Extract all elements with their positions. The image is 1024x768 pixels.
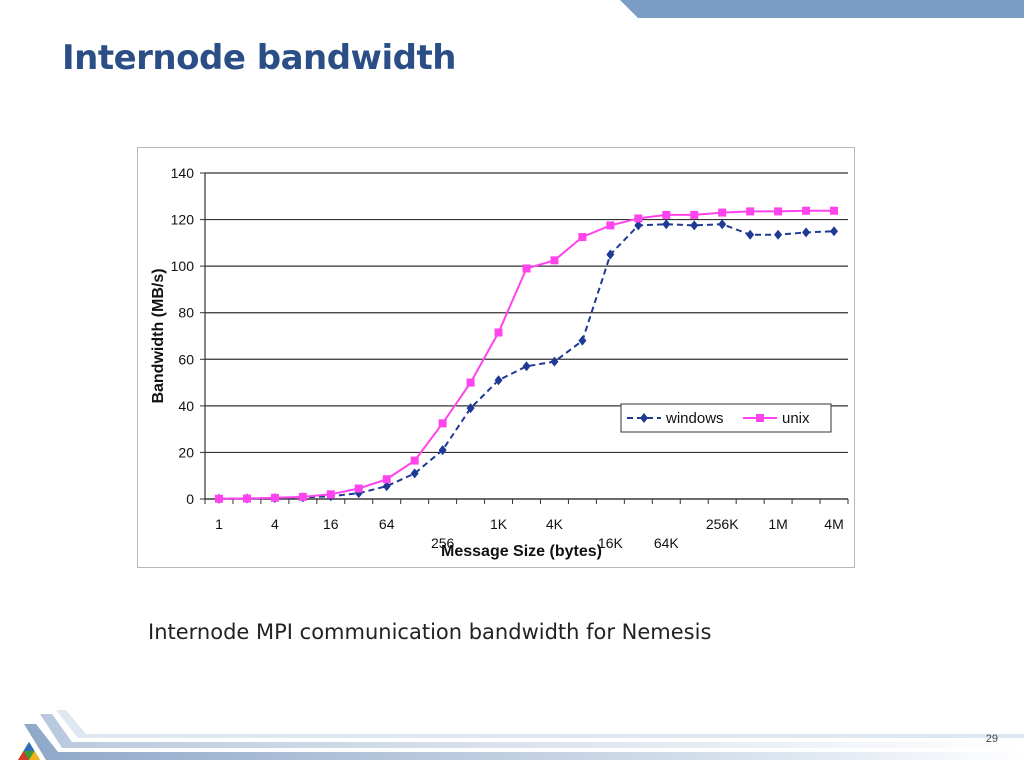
x-tick-label-256: 256 bbox=[431, 535, 455, 551]
x-tick-label-64K: 64K bbox=[654, 535, 680, 551]
bandwidth-line-chart: 0 20 40 60 80 100 120 140 1 4 16 64 256 1K 4K 16K 64K 256… bbox=[150, 165, 849, 560]
logo-triangle-icon bbox=[18, 742, 40, 760]
data-point-windows bbox=[578, 335, 587, 346]
data-point-unix bbox=[270, 493, 279, 502]
legend-label-windows: windows bbox=[665, 410, 724, 427]
data-point-windows bbox=[718, 219, 727, 230]
x-tick-label-256K: 256K bbox=[706, 516, 739, 532]
data-point-unix bbox=[662, 210, 671, 219]
x-tick-label-16: 16 bbox=[323, 516, 339, 532]
x-tick-label-4M: 4M bbox=[824, 516, 843, 532]
series-line-windows bbox=[218, 223, 835, 500]
series-line-unix bbox=[218, 209, 834, 500]
data-point-windows bbox=[606, 249, 615, 260]
data-point-windows bbox=[466, 403, 475, 414]
page-number: 29 bbox=[985, 733, 998, 745]
y-tick-label-100: 100 bbox=[171, 258, 195, 274]
data-point-windows bbox=[690, 220, 699, 231]
data-point-unix bbox=[718, 208, 727, 217]
data-point-windows bbox=[746, 229, 755, 240]
data-point-windows bbox=[634, 220, 643, 231]
y-tick-label-40: 40 bbox=[178, 398, 194, 414]
data-point-unix bbox=[354, 484, 363, 493]
data-point-unix bbox=[550, 256, 559, 265]
x-axis-title: Message Size (bytes) bbox=[441, 543, 602, 560]
data-point-unix bbox=[774, 207, 783, 216]
data-point-unix bbox=[466, 378, 475, 387]
data-point-windows bbox=[522, 361, 531, 372]
data-point-unix bbox=[802, 206, 811, 215]
data-point-windows bbox=[550, 356, 559, 367]
slide-title: Internode bandwidth bbox=[62, 38, 456, 78]
legend-box bbox=[620, 403, 832, 433]
data-point-unix bbox=[690, 210, 699, 219]
data-point-unix bbox=[438, 419, 447, 428]
data-point-windows bbox=[410, 468, 419, 479]
x-tick-label-1K: 1K bbox=[490, 516, 508, 532]
y-tick-label-60: 60 bbox=[178, 351, 194, 367]
data-point-windows bbox=[382, 481, 391, 492]
data-point-windows bbox=[438, 445, 447, 456]
data-point-unix bbox=[634, 214, 643, 223]
bottom-decorative-swoosh bbox=[18, 710, 1024, 760]
y-tick-label-80: 80 bbox=[178, 305, 194, 321]
data-point-unix bbox=[214, 494, 223, 503]
data-point-unix bbox=[746, 207, 755, 216]
data-point-unix bbox=[606, 221, 615, 230]
data-point-windows bbox=[830, 226, 839, 237]
chart-frame: 0 20 40 60 80 100 120 140 1 4 16 64 256 1K 4K 16K 64K 256… bbox=[137, 147, 855, 568]
data-point-unix bbox=[522, 264, 531, 273]
x-tick-label-64: 64 bbox=[379, 516, 395, 532]
chart-caption: Internode MPI communication bandwidth fo… bbox=[148, 620, 712, 644]
x-tick-label-1: 1 bbox=[215, 516, 223, 532]
x-tick-label-4K: 4K bbox=[546, 516, 564, 532]
data-point-windows bbox=[662, 219, 671, 230]
data-point-windows bbox=[774, 229, 783, 240]
top-decorative-band bbox=[620, 0, 1024, 18]
data-point-unix bbox=[578, 233, 587, 242]
x-tick-label-1M: 1M bbox=[768, 516, 787, 532]
data-point-windows bbox=[494, 375, 503, 386]
legend-label-unix: unix bbox=[782, 410, 810, 427]
data-point-unix bbox=[830, 206, 839, 215]
data-point-windows bbox=[802, 227, 811, 238]
data-point-unix bbox=[242, 494, 251, 503]
legend-marker-unix bbox=[756, 414, 764, 422]
legend-marker-windows bbox=[640, 413, 648, 423]
data-point-unix bbox=[326, 490, 335, 499]
data-point-unix bbox=[298, 492, 307, 501]
y-tick-label-0: 0 bbox=[186, 491, 194, 507]
x-tick-label-4: 4 bbox=[271, 516, 279, 532]
x-tick-label-16K: 16K bbox=[598, 535, 624, 551]
y-axis-title: Bandwidth (MB/s) bbox=[150, 268, 167, 403]
y-tick-label-20: 20 bbox=[178, 444, 194, 460]
data-point-unix bbox=[494, 328, 503, 337]
y-tick-label-140: 140 bbox=[171, 165, 195, 181]
data-point-unix bbox=[382, 475, 391, 484]
y-tick-label-120: 120 bbox=[171, 212, 195, 228]
data-point-unix bbox=[410, 456, 419, 465]
